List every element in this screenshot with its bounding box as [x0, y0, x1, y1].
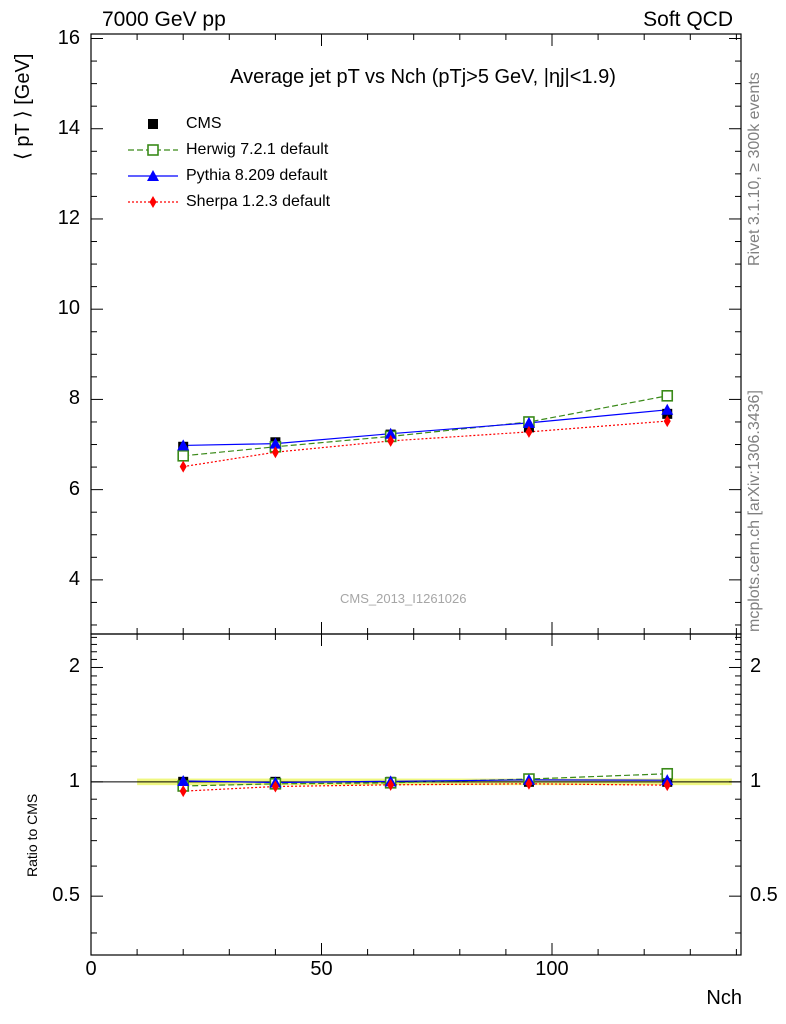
rivet-version-label: Rivet 3.1.10, ≥ 300k events: [746, 72, 763, 266]
y-tick-label-10: 10: [57, 297, 80, 320]
ratio-point-sherpa-3: [525, 777, 533, 790]
y-tick-label-16: 16: [57, 26, 80, 49]
legend-label-cms: CMS: [186, 115, 222, 132]
point-sherpa-3: [525, 425, 533, 438]
point-herwig-0: [177, 450, 189, 462]
point-pythia-4: [661, 403, 674, 415]
x-tick-label-50: 50: [310, 958, 333, 980]
point-sherpa-4: [663, 415, 671, 428]
legend-label-pythia: Pythia 8.209 default: [186, 167, 328, 184]
ratio-axis-label: Ratio to CMS: [24, 793, 40, 877]
point-sherpa-2: [387, 434, 395, 447]
ratio-tick-label-right-2: 2: [750, 655, 762, 678]
point-pythia-3: [522, 416, 535, 428]
x-axis-label: Nch: [706, 987, 742, 1009]
ratio-tick-label-right-0.5: 0.5: [750, 884, 778, 907]
legend-marker-pythia: [147, 170, 159, 181]
ratio-panel-frame: [90, 633, 742, 956]
series-line-herwig: [183, 395, 668, 457]
y-axis-label: ⟨ pT ⟩ [GeV]: [12, 53, 34, 160]
y-tick-label-12: 12: [57, 206, 80, 229]
point-pythia-0: [177, 439, 190, 451]
ratio-tick-label-left-0.5: 0.5: [52, 884, 80, 907]
chart-title: Average jet pT vs Nch (pTj>5 GeV, |ηj|<1…: [0, 66, 786, 89]
ratio-point-sherpa-0: [179, 785, 187, 798]
legend-marker-herwig: [147, 144, 159, 156]
plot-frames: [90, 33, 742, 956]
series-markers: [177, 390, 674, 798]
y-tick-label-14: 14: [57, 116, 80, 139]
ratio-point-sherpa-1: [271, 780, 279, 793]
legend-label-herwig: Herwig 7.2.1 default: [186, 141, 329, 158]
series-line-pythia: [183, 409, 668, 447]
mcplots-credit-label: mcplots.cern.ch [arXiv:1306.3436]: [746, 390, 763, 632]
ratio-tick-label-left-2: 2: [68, 655, 80, 678]
legend-label-sherpa: Sherpa 1.2.3 default: [186, 193, 331, 210]
legend-markers: [128, 119, 178, 208]
y-tick-label-4: 4: [68, 567, 80, 590]
y-tick-label-8: 8: [68, 387, 80, 410]
ratio-tick-label-left-1: 1: [68, 769, 80, 792]
x-tick-label-100: 100: [535, 958, 569, 980]
point-herwig-4: [661, 390, 674, 402]
header-right-label: Soft QCD: [643, 8, 733, 31]
point-pythia-2: [384, 427, 397, 439]
analysis-watermark: CMS_2013_I1261026: [340, 591, 467, 606]
ratio-point-pythia-0: [177, 774, 190, 786]
point-sherpa-1: [271, 446, 279, 459]
ratio-line-sherpa: [183, 783, 668, 792]
legend-marker-cms: [148, 119, 158, 129]
chart-title-text: Average jet pT vs Nch (pTj>5 GeV, |ηj|<1…: [230, 66, 616, 88]
point-pythia-1: [269, 437, 282, 449]
header-left-label: 7000 GeV pp: [102, 8, 226, 31]
ratio-point-sherpa-2: [387, 778, 395, 791]
legend-marker-sherpa: [149, 196, 157, 208]
ratio-point-sherpa-4: [663, 779, 671, 792]
x-tick-label-0: 0: [85, 958, 97, 980]
y-tick-label-6: 6: [68, 477, 80, 500]
ratio-tick-label-right-1: 1: [750, 769, 762, 792]
point-sherpa-0: [179, 460, 187, 473]
